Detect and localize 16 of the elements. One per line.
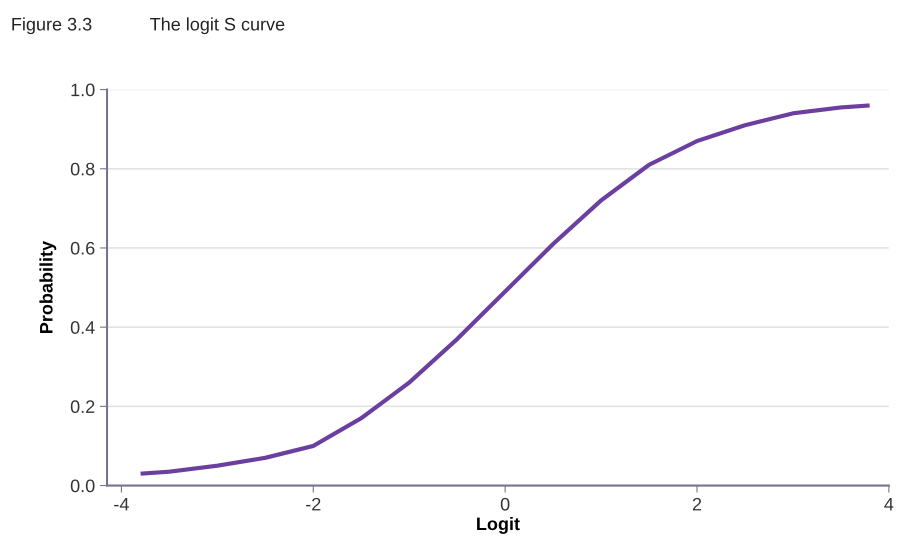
y-axis-title: Probability [39, 241, 56, 333]
y-tick-label: 0.8 [70, 162, 94, 176]
chart-title: Figure 3.3 [12, 17, 92, 34]
x-tick-label: 2 [692, 498, 702, 510]
x-axis-title: Logit [477, 516, 520, 534]
y-tick-label: 0.2 [70, 400, 94, 414]
x-tick-label: 0 [500, 498, 510, 511]
x-tick-label: 4 [884, 498, 894, 510]
x-tick-label: -2 [306, 498, 320, 510]
line-series [138, 103, 872, 476]
y-tick-label: 0.0 [70, 479, 95, 492]
x-tick-label: -4 [114, 498, 129, 510]
y-tick-label: 0.4 [70, 321, 95, 334]
y-tick-label: 0.6 [70, 242, 94, 255]
y-tick-label: 1.0 [72, 84, 95, 96]
chart-subtitle: The logit S curve [150, 17, 284, 34]
